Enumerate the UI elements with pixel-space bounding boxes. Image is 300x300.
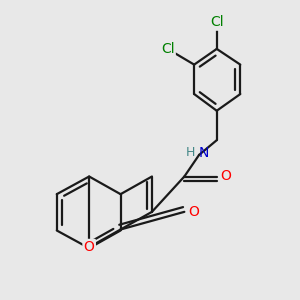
Text: H: H <box>186 146 195 159</box>
Text: Cl: Cl <box>210 15 224 29</box>
Text: O: O <box>84 240 94 254</box>
Text: O: O <box>188 205 199 219</box>
Text: N: N <box>199 146 209 160</box>
Text: Cl: Cl <box>161 42 175 56</box>
Text: O: O <box>221 169 232 184</box>
